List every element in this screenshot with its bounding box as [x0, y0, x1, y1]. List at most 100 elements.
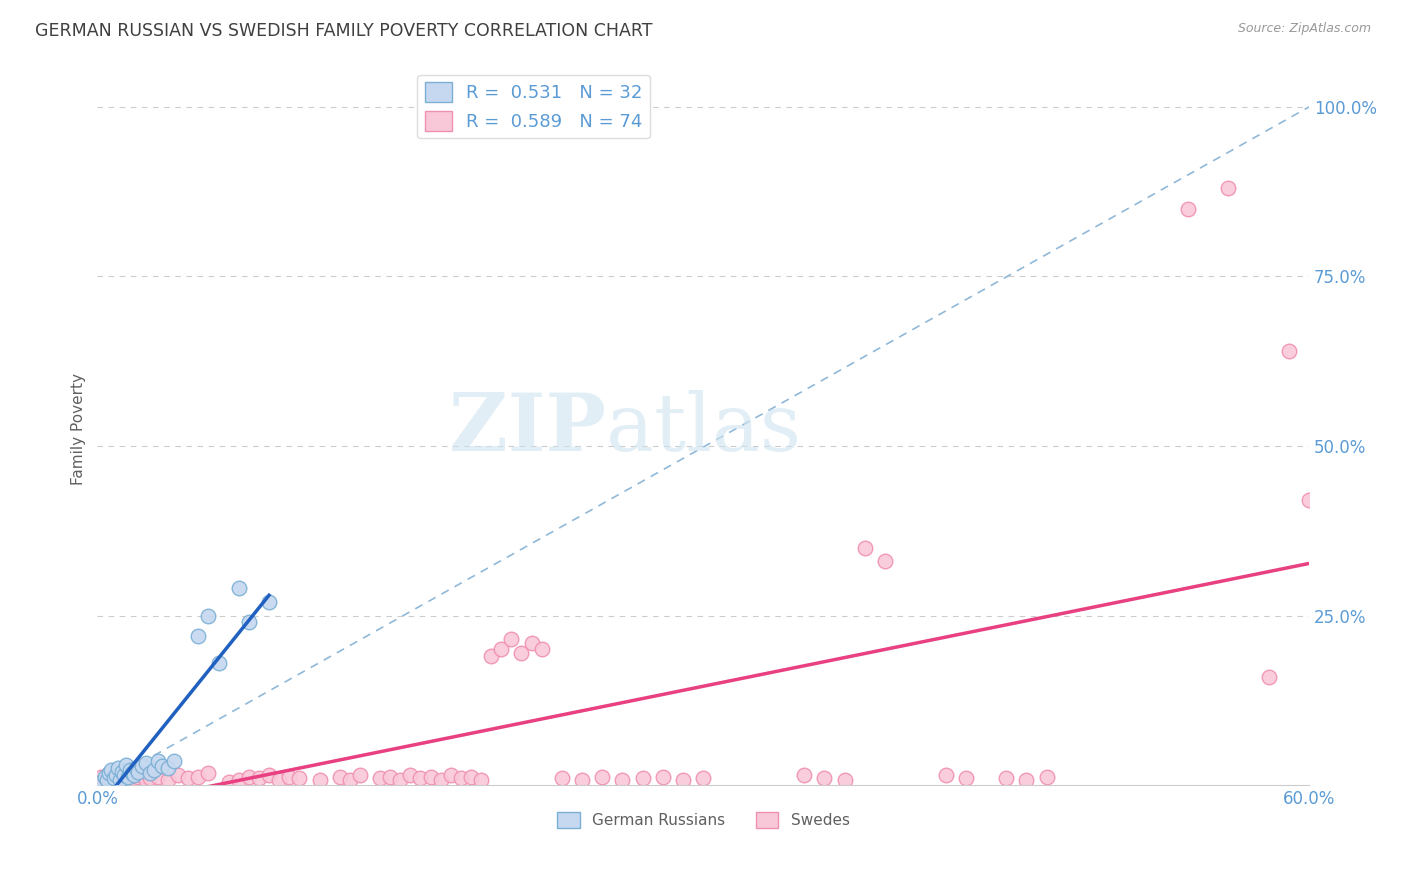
Point [108, 772, 131, 787]
Point [177, 772, 200, 786]
Point [207, 656, 229, 670]
Point [228, 582, 250, 596]
Point [429, 772, 451, 787]
Point [100, 763, 122, 777]
Point [146, 755, 169, 769]
Point [114, 757, 136, 772]
Point [94, 772, 117, 787]
Point [121, 765, 143, 780]
Point [308, 772, 330, 787]
Point [1015, 772, 1038, 787]
Point [218, 774, 240, 789]
Point [125, 761, 148, 775]
Point [127, 770, 149, 784]
Point [127, 764, 149, 779]
Point [103, 774, 125, 789]
Point [107, 772, 129, 787]
Point [399, 768, 422, 782]
Point [94, 770, 117, 784]
Point [139, 765, 162, 780]
Point [163, 755, 186, 769]
Point [1035, 770, 1057, 784]
Point [142, 763, 165, 777]
Point [197, 765, 219, 780]
Point [793, 768, 815, 782]
Point [157, 761, 180, 775]
Point [112, 772, 135, 786]
Point [110, 764, 132, 779]
Y-axis label: Family Poverty: Family Poverty [72, 373, 86, 485]
Point [380, 770, 402, 784]
Point [112, 768, 135, 782]
Point [873, 554, 896, 568]
Point [122, 772, 145, 786]
Point [288, 772, 311, 786]
Point [118, 763, 141, 777]
Point [672, 772, 695, 787]
Legend: German Russians, Swedes: German Russians, Swedes [551, 805, 856, 834]
Point [104, 768, 127, 782]
Point [339, 772, 361, 787]
Point [117, 770, 139, 784]
Point [935, 768, 957, 782]
Point [131, 759, 153, 773]
Point [96, 772, 118, 787]
Point [100, 765, 122, 780]
Point [197, 608, 219, 623]
Point [470, 772, 492, 787]
Point [551, 772, 574, 786]
Point [995, 772, 1018, 786]
Point [510, 646, 533, 660]
Point [813, 772, 835, 786]
Point [692, 772, 714, 786]
Point [114, 770, 136, 784]
Point [1278, 344, 1301, 359]
Point [139, 772, 162, 786]
Text: atlas: atlas [606, 390, 801, 468]
Point [460, 770, 482, 784]
Point [228, 772, 250, 787]
Point [257, 595, 280, 609]
Point [167, 768, 190, 782]
Point [135, 756, 157, 771]
Point [238, 770, 260, 784]
Point [187, 629, 209, 643]
Point [1218, 181, 1240, 195]
Point [135, 772, 157, 787]
Point [409, 772, 432, 786]
Point [612, 772, 634, 787]
Text: Source: ZipAtlas.com: Source: ZipAtlas.com [1237, 22, 1371, 36]
Point [853, 541, 876, 555]
Point [98, 765, 121, 780]
Point [955, 772, 977, 786]
Point [450, 772, 472, 786]
Text: ZIP: ZIP [450, 390, 606, 468]
Point [90, 774, 112, 789]
Point [269, 772, 291, 787]
Point [501, 632, 523, 647]
Point [146, 770, 169, 784]
Point [98, 772, 121, 786]
Point [368, 772, 391, 786]
Point [419, 770, 441, 784]
Point [389, 772, 412, 787]
Point [329, 770, 352, 784]
Point [571, 772, 593, 787]
Point [591, 770, 613, 784]
Point [349, 768, 371, 782]
Point [238, 615, 260, 630]
Point [90, 770, 112, 784]
Point [1257, 669, 1279, 683]
Point [651, 770, 673, 784]
Point [131, 768, 153, 782]
Point [520, 635, 543, 649]
Point [834, 772, 856, 787]
Point [1177, 202, 1199, 216]
Point [187, 770, 209, 784]
Point [117, 772, 139, 787]
Point [110, 764, 132, 779]
Point [530, 642, 553, 657]
Point [121, 765, 143, 780]
Point [96, 768, 118, 782]
Point [103, 772, 125, 786]
